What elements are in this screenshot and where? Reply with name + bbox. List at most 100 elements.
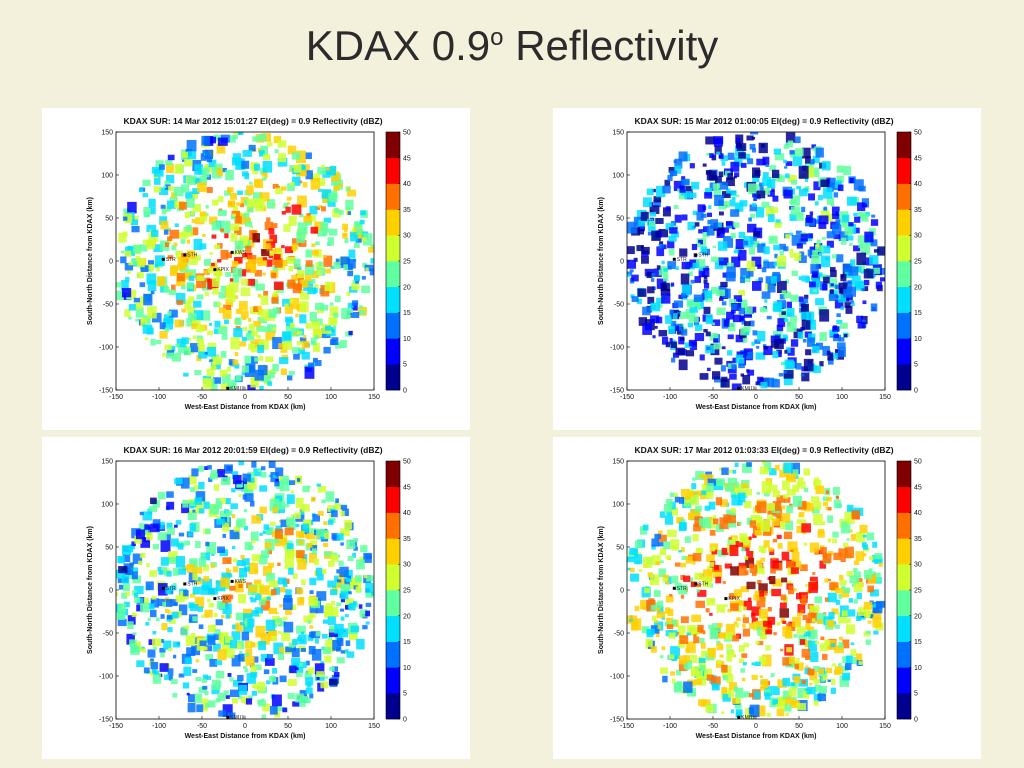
station-label: KMUX xyxy=(230,386,245,392)
station-marker xyxy=(694,253,698,257)
colorbar-segment xyxy=(897,641,911,668)
colorbar-tick-label: 10 xyxy=(403,336,411,343)
colorbar-tick-label: 0 xyxy=(403,717,407,724)
x-tick-label: 100 xyxy=(836,723,848,730)
radar-panel-title: KDAX SUR: 16 Mar 2012 20:01:59 El(deg) =… xyxy=(123,445,382,455)
x-axis-label: West-East Distance from KDAX (km) xyxy=(696,404,817,411)
station-marker xyxy=(230,250,234,254)
radar-plot: KDAX SUR: 15 Mar 2012 01:00:05 El(deg) =… xyxy=(598,116,922,411)
station-label: KMUX xyxy=(230,715,245,721)
colorbar-tick-label: 35 xyxy=(403,536,411,543)
y-tick-label: 150 xyxy=(101,130,113,137)
station-label: STR xyxy=(677,586,687,592)
colorbar-segment xyxy=(897,157,911,184)
colorbar-segment xyxy=(386,590,400,617)
station-label: STH xyxy=(187,581,197,587)
y-tick-label: 0 xyxy=(109,259,113,266)
colorbar-segment xyxy=(897,564,911,591)
colorbar-tick-label: 20 xyxy=(914,613,922,620)
y-tick-label: 0 xyxy=(109,588,113,595)
colorbar-segment xyxy=(897,132,911,159)
station-label: STH xyxy=(698,581,708,587)
radar-plot: KDAX SUR: 17 Mar 2012 01:03:33 El(deg) =… xyxy=(598,445,922,740)
colorbar-tick-label: 0 xyxy=(914,717,918,724)
colorbar-segment xyxy=(897,183,911,210)
station-label: KMUX xyxy=(741,715,756,721)
y-tick-label: -150 xyxy=(99,388,113,395)
colorbar-segment xyxy=(386,209,400,236)
colorbar-segment xyxy=(386,312,400,339)
colorbar-tick-label: 45 xyxy=(403,155,411,162)
radar-panel-title: KDAX SUR: 14 Mar 2012 15:01:27 El(deg) =… xyxy=(123,116,382,126)
colorbar-segment xyxy=(897,209,911,236)
colorbar-tick-label: 40 xyxy=(403,510,411,517)
colorbar-segment xyxy=(897,486,911,513)
station-marker xyxy=(230,579,234,583)
x-tick-label: -50 xyxy=(197,394,207,401)
y-tick-label: -50 xyxy=(103,302,113,309)
colorbar-tick-label: 15 xyxy=(403,310,411,317)
colorbar-tick-label: 40 xyxy=(403,181,411,188)
colorbar-segment xyxy=(386,486,400,513)
radar-plot: KDAX SUR: 14 Mar 2012 15:01:27 El(deg) =… xyxy=(87,116,411,411)
colorbar-tick-label: 30 xyxy=(403,562,411,569)
station-marker xyxy=(183,582,187,586)
colorbar-tick-label: 10 xyxy=(914,336,922,343)
colorbar-tick-label: 45 xyxy=(914,155,922,162)
colorbar-tick-label: 0 xyxy=(403,388,407,395)
radar-panel-15-mar: KDAX SUR: 15 Mar 2012 01:00:05 El(deg) =… xyxy=(553,108,981,430)
colorbar-segment xyxy=(386,235,400,262)
colorbar-tick-label: 20 xyxy=(403,613,411,620)
colorbar-tick-label: 30 xyxy=(914,562,922,569)
reflectivity-field xyxy=(116,461,374,719)
station-marker xyxy=(226,386,230,390)
slide-title: KDAX 0.9o Reflectivity xyxy=(0,22,1024,70)
colorbar-tick-label: 40 xyxy=(914,181,922,188)
colorbar-tick-label: 15 xyxy=(914,310,922,317)
x-tick-label: -100 xyxy=(152,394,166,401)
colorbar-tick-label: 5 xyxy=(914,362,918,369)
x-tick-label: 0 xyxy=(243,723,247,730)
colorbar-segment xyxy=(386,667,400,694)
colorbar-tick-label: 25 xyxy=(403,259,411,266)
y-tick-label: -150 xyxy=(99,717,113,724)
colorbar-tick-label: 5 xyxy=(403,691,407,698)
station-marker xyxy=(213,268,217,272)
y-tick-label: 150 xyxy=(612,459,624,466)
colorbar-tick-label: 20 xyxy=(914,284,922,291)
radar-panel-17-mar: KDAX SUR: 17 Mar 2012 01:03:33 El(deg) =… xyxy=(553,437,981,759)
radar-panel-title: KDAX SUR: 17 Mar 2012 01:03:33 El(deg) =… xyxy=(634,445,893,455)
colorbar-segment xyxy=(386,693,400,720)
radar-panel-title: KDAX SUR: 15 Mar 2012 01:00:05 El(deg) =… xyxy=(634,116,893,126)
colorbar-tick-label: 35 xyxy=(914,536,922,543)
y-tick-label: 50 xyxy=(105,545,113,552)
colorbar-tick-label: 35 xyxy=(914,207,922,214)
colorbar-tick-label: 20 xyxy=(403,284,411,291)
radar-panel-14-mar: KDAX SUR: 14 Mar 2012 15:01:27 El(deg) =… xyxy=(42,108,470,430)
x-tick-label: 0 xyxy=(754,394,758,401)
station-label: KPIX xyxy=(728,596,740,602)
x-tick-label: -100 xyxy=(663,723,677,730)
y-axis-label: South-North Distance from KDAX (km) xyxy=(87,197,94,325)
colorbar-segment xyxy=(386,132,400,159)
x-tick-label: 150 xyxy=(879,723,891,730)
y-tick-label: 150 xyxy=(612,130,624,137)
colorbar-tick-label: 45 xyxy=(914,484,922,491)
x-tick-label: -150 xyxy=(620,394,634,401)
y-tick-label: 100 xyxy=(612,502,624,509)
colorbar-segment xyxy=(386,615,400,642)
radar-panel-16-mar: KDAX SUR: 16 Mar 2012 20:01:59 El(deg) =… xyxy=(42,437,470,759)
colorbar-segment xyxy=(386,564,400,591)
reflectivity-field xyxy=(116,132,374,390)
colorbar-tick-label: 10 xyxy=(403,665,411,672)
colorbar-segment xyxy=(386,286,400,313)
slide-title-rest: Reflectivity xyxy=(503,22,719,69)
y-tick-label: 100 xyxy=(612,173,624,180)
x-tick-label: -50 xyxy=(708,394,718,401)
station-label: STR xyxy=(677,257,687,263)
colorbar-segment xyxy=(897,538,911,565)
colorbar-tick-label: 25 xyxy=(403,588,411,595)
radar-plot: KDAX SUR: 16 Mar 2012 20:01:59 El(deg) =… xyxy=(87,445,411,740)
